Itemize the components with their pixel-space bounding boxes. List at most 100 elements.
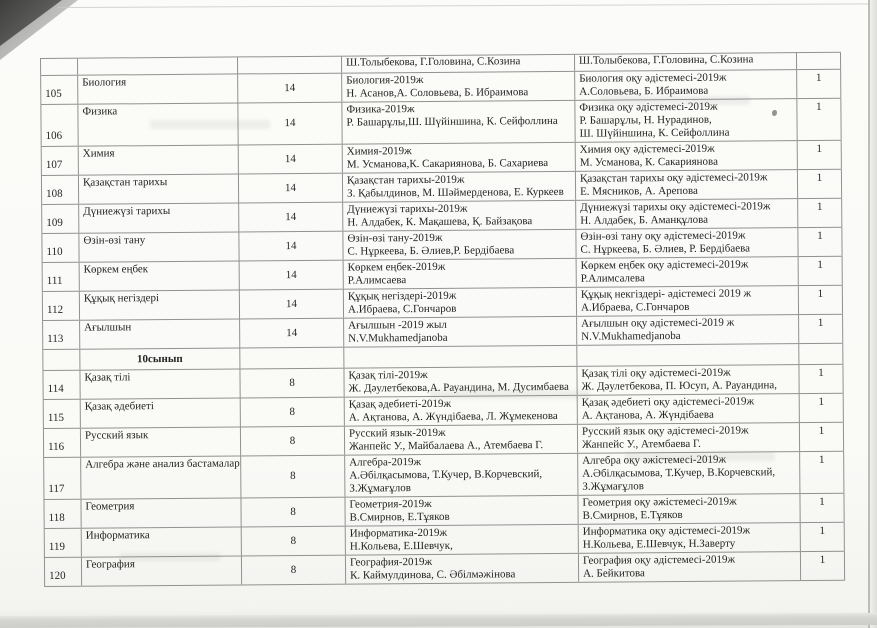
row-number: 115 (47, 411, 64, 424)
row-number: 107 (45, 158, 63, 171)
text-line: Н. Алдабек, Б. Аманқұлова (580, 213, 709, 227)
subject-name: Химия (82, 147, 115, 160)
textbook-cell: Химия-2019ж М. Усманова,К. Сакариянова, Б… (342, 142, 576, 173)
copies-value: 1 (817, 258, 823, 271)
row-number: 112 (46, 303, 64, 316)
row-number: 108 (46, 187, 63, 200)
row-number: 106 (45, 129, 63, 142)
subject-name: Русский язык (84, 429, 149, 442)
subject-name: Қазақстан тарихы (82, 176, 168, 189)
text-line: В.Смирнов, Е.Тұяков (582, 508, 683, 522)
text-line: А.Ибраева, С.Гончаров (580, 300, 690, 314)
subject-cell: Қазақстан тарихы (78, 174, 240, 204)
copies-cell: 1 (798, 227, 843, 257)
copies-cell: 1 (798, 285, 844, 315)
copies-value: 1 (818, 453, 825, 466)
row-number: 119 (48, 540, 65, 553)
scan-top-edge (58, 3, 877, 8)
subject-cell: Өзін-өзі тану (79, 232, 240, 262)
copies-cell: 1 (800, 522, 845, 552)
method-cell: Физика оқу әдістемесі-2019ж Р. Башарұлы, … (575, 99, 798, 142)
hours-cell: 8 (240, 397, 345, 427)
row-number-cell: 115 (43, 399, 81, 428)
hours-cell: 8 (240, 368, 345, 398)
text-line: N.V.Mukhamedjanoba (348, 331, 448, 345)
textbook-cell: Қазақ әдебиеті-2019ж А. Ақтанова, А. Жүнд… (344, 395, 578, 426)
row-number: 109 (46, 216, 63, 229)
copies-cell: 1 (800, 551, 846, 581)
copies-value: 1 (819, 524, 826, 537)
copies-value: 1 (816, 171, 823, 184)
row-number: 120 (49, 569, 66, 582)
copies-cell: 1 (799, 393, 844, 423)
grade-section-cell: 10сынып (80, 348, 241, 370)
copies-cell: 1 (799, 314, 844, 344)
hours-value: 8 (290, 505, 296, 518)
row-number-cell: 117 (44, 457, 82, 499)
subject-cell: Дүниежүзі тарихы (79, 203, 240, 233)
row-number: 117 (48, 482, 65, 495)
method-cell: Көркем еңбек оқу әдістемесі-2019ж Р.Алимс… (576, 257, 799, 287)
scan-bottom-edge (0, 612, 877, 628)
text-line: Р. Башарұлы,Ш. Шүйіншина, К. Сейфоллина (346, 114, 558, 129)
textbook-table: Ш.Толыбекова, Г.Головина, С.Козина Ш.Толы… (40, 51, 846, 587)
row-number-cell: 107 (41, 146, 79, 175)
row-number-cell: 108 (41, 175, 80, 204)
text-line: Жанпейс У., Атембаева Г. (582, 437, 701, 451)
text-line: Р.Алимсаева (347, 274, 407, 287)
textbook-cell: География-2019ж К. Каймулдинова, С. Әбілм… (345, 553, 580, 584)
copies-value: 1 (818, 366, 824, 379)
grade-section-label: 10сынып (136, 352, 183, 365)
copies-cell: 1 (800, 451, 845, 494)
copies-cell: 1 (800, 493, 845, 523)
text-line: Е. Мясников, А. Арепова (580, 184, 698, 198)
subject-cell: Қазақ тілі (80, 369, 241, 399)
subject-name: Құқық негіздері (83, 292, 160, 305)
text-line: N.V.Mukhamedjanoba (581, 329, 681, 343)
text-line: Н. Алдабек, К. Мақашева, Қ. Байзақова (347, 215, 533, 229)
text-line: Н.Кольева, Е.Шевчук, (349, 539, 453, 553)
bleed-smudge (625, 452, 775, 461)
subject-name: Өзін-өзі тану (83, 234, 146, 247)
hours-cell: 14 (239, 260, 344, 290)
copies-cell: 1 (797, 169, 843, 199)
hours-cell: 14 (239, 231, 344, 261)
row-number-cell: 109 (42, 204, 80, 233)
text-line: З. Қабылдинов, М. Шәймерденова, Е. Курке… (347, 185, 564, 200)
hours-cell: 8 (241, 497, 346, 527)
row-number-cell: 105 (41, 75, 79, 104)
hours-cell: 8 (241, 526, 346, 556)
subject-cell: Геометрия (81, 498, 242, 528)
subject-name: Көркем еңбек (83, 263, 149, 276)
hours-value: 14 (284, 152, 296, 165)
hours-value: 14 (284, 116, 296, 130)
method-cell: Өзін-өзі тану оқу әдістемесі-2019ж С. Нұр… (576, 228, 799, 258)
scan-right-edge (868, 0, 870, 628)
row-number: 113 (47, 332, 64, 345)
text-line: Ш. Шүйіншина, К. Сейфоллина (579, 126, 730, 140)
subject-name: Қазақ әдебиеті (84, 400, 154, 413)
textbook-cell: Ағылшын -2019 жыл N.V.Mukhamedjanoba (344, 316, 578, 347)
hours-value: 14 (285, 210, 297, 223)
subject-cell: Русский язык (80, 427, 242, 457)
method-cell: Химия оқу әдістемесі-2019ж М. Усманова, К… (575, 141, 798, 171)
hours-cell (238, 56, 343, 74)
text-line: Қазақстан тарихы оқу әдістемесі-2019ж (579, 171, 768, 185)
copies-cell (799, 343, 844, 365)
hours-cell: 8 (240, 426, 346, 456)
copies-value: 1 (818, 395, 825, 408)
subject-cell: Алгебра және анализ бастамалары (81, 456, 242, 499)
method-cell: География оқу әдістемесі-2019ж А. Бейкито… (578, 552, 802, 582)
copies-cell: 1 (799, 364, 844, 394)
textbook-cell: Ш.Толыбекова, Г.Головина, С.Козина (341, 54, 576, 73)
hours-cell: 14 (239, 289, 345, 319)
text-line: Р.Алимсалева (580, 272, 645, 285)
row-number-cell: 106 (41, 104, 79, 146)
bleed-smudge (430, 390, 590, 399)
copies-cell: 1 (799, 422, 845, 452)
hours-cell: 14 (239, 202, 344, 232)
hours-value: 8 (289, 376, 295, 389)
hours-value: 14 (286, 326, 298, 339)
textbook-cell: Құқық негіздері-2019ж А.Ибраева, С.Гончар… (343, 287, 578, 318)
